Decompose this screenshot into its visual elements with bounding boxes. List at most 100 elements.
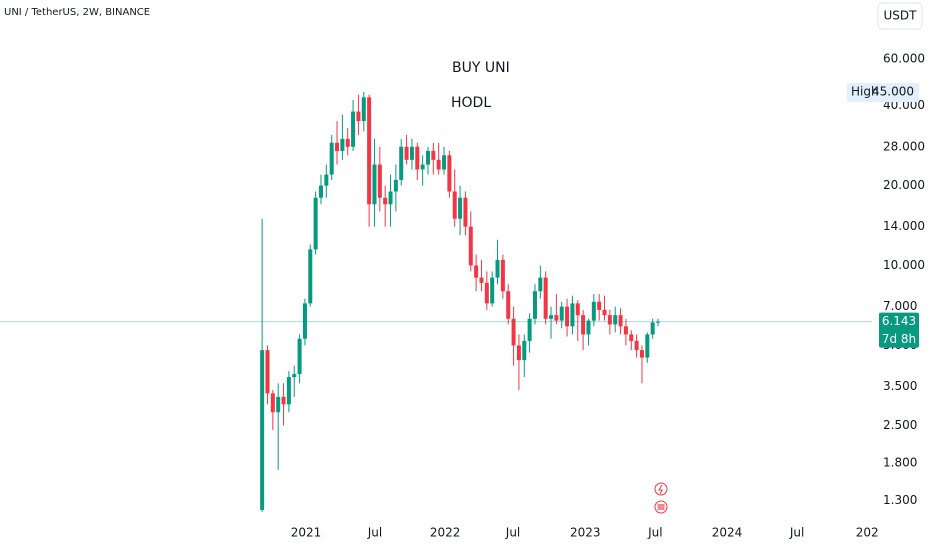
y-tick-label: 2.500: [883, 418, 917, 432]
x-tick-label: Jul: [505, 526, 520, 540]
currency-label: USDT: [884, 9, 918, 23]
candle-body: [602, 309, 607, 316]
candle-body: [308, 249, 313, 304]
candle-body: [656, 321, 661, 323]
y-tick-label: 14.000: [883, 219, 925, 233]
candle-body: [383, 197, 388, 205]
candle-body: [575, 303, 580, 316]
candle-body: [356, 111, 361, 122]
x-tick-label: 2021: [291, 526, 322, 540]
y-tick-label: 10.000: [883, 258, 925, 272]
candle-body: [324, 174, 329, 186]
candle-body: [650, 322, 655, 335]
candle-body: [431, 150, 436, 160]
currency-button[interactable]: [877, 2, 923, 30]
candle-body: [629, 334, 634, 341]
last-price-label: 6.143: [882, 314, 916, 328]
last-price-badge: [879, 312, 919, 348]
annotation: HODL: [451, 95, 491, 111]
candle-body: [639, 350, 644, 358]
candle-body: [516, 345, 521, 361]
y-tick-label: 7.000: [883, 299, 917, 313]
event-icon-glyph: [658, 484, 663, 495]
high-value-label: 45.000: [872, 85, 914, 99]
candle-body: [634, 340, 639, 351]
candle-body: [506, 291, 511, 319]
chart-title: UNI / TetherUS, 2W, BINANCE: [4, 7, 150, 18]
candle-body: [474, 265, 479, 278]
candle-body: [425, 150, 430, 165]
candle-body: [388, 191, 393, 205]
candle-body: [522, 340, 527, 361]
candle-body: [538, 277, 543, 292]
candle-body: [404, 146, 409, 160]
countdown-label: 7d 8h: [882, 332, 916, 346]
candle-body: [436, 159, 441, 170]
y-tick-label: 1.800: [883, 456, 917, 470]
candle-body: [565, 306, 570, 327]
candle-body: [452, 191, 457, 219]
candle-body: [479, 277, 484, 283]
candle-body: [345, 138, 350, 147]
x-tick-label: Jul: [367, 526, 382, 540]
candle-body: [297, 338, 302, 375]
candle-body: [543, 277, 548, 319]
candle-body: [549, 315, 554, 319]
candle-body: [276, 396, 281, 413]
candle-body: [581, 315, 586, 335]
x-tick-label: Jul: [789, 526, 804, 540]
candle-body: [607, 315, 612, 325]
candle-body: [313, 197, 318, 250]
candle-body: [559, 306, 564, 321]
candle-body: [270, 393, 275, 413]
high-label: High: [851, 85, 879, 99]
candle-body: [302, 303, 307, 339]
candle-body: [372, 164, 377, 205]
candle-body: [260, 350, 265, 510]
annotation: BUY UNI: [452, 60, 510, 76]
candle-body: [420, 164, 425, 170]
candle-body: [415, 146, 420, 170]
x-tick-label: 2024: [712, 526, 743, 540]
x-tick-label: Jul: [647, 526, 662, 540]
candle-body: [618, 315, 623, 327]
candle-body: [532, 291, 537, 319]
candle-body: [500, 259, 505, 292]
candle-body: [281, 396, 286, 405]
event-icon-glyph: [657, 504, 665, 510]
candle-body: [265, 350, 270, 394]
candle-body: [613, 315, 618, 325]
candle-body: [623, 326, 628, 335]
candle-body: [329, 142, 334, 175]
candle-body: [447, 155, 452, 192]
candle-body: [377, 164, 382, 198]
candle-body: [468, 226, 473, 266]
candle-body: [286, 377, 291, 405]
y-tick-label: 3.500: [883, 379, 917, 393]
candle-body: [409, 146, 414, 160]
candle-body: [527, 318, 532, 341]
candle-body: [458, 197, 463, 219]
candle-body: [393, 179, 398, 192]
candle-body: [340, 138, 345, 151]
event-icon: [654, 482, 668, 496]
candle-body: [463, 197, 468, 227]
x-tick-label: 2022: [430, 526, 461, 540]
candle-body: [591, 301, 596, 321]
candle-body: [490, 277, 495, 304]
candle-body: [361, 97, 366, 122]
event-icons: [654, 482, 668, 514]
candle-body: [292, 374, 297, 378]
candle-body: [351, 111, 356, 147]
candle-body: [570, 303, 575, 327]
y-tick-label: 20.000: [883, 178, 925, 192]
y-tick-label: 1.300: [883, 493, 917, 507]
candle-body: [484, 282, 489, 304]
candle-body: [335, 142, 340, 151]
y-tick-label: 60.000: [883, 51, 925, 65]
high-badge: [847, 83, 919, 103]
x-tick-label: 2023: [570, 526, 601, 540]
candle-body: [511, 318, 516, 346]
